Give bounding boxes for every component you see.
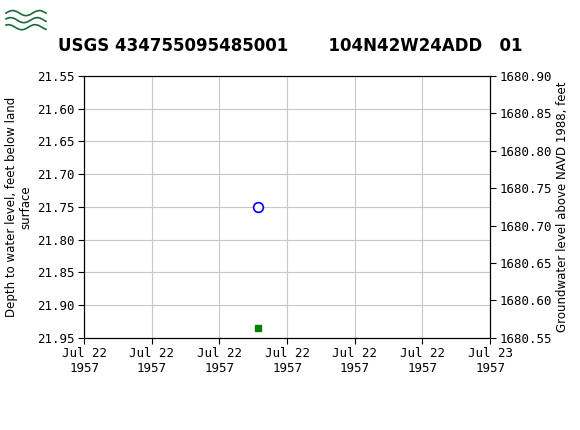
Text: USGS 434755095485001       104N42W24ADD   01: USGS 434755095485001 104N42W24ADD 01: [58, 37, 522, 55]
Text: USGS: USGS: [52, 8, 112, 27]
Y-axis label: Depth to water level, feet below land
surface: Depth to water level, feet below land su…: [5, 97, 32, 317]
Y-axis label: Groundwater level above NAVD 1988, feet: Groundwater level above NAVD 1988, feet: [556, 82, 570, 332]
Bar: [4, 3, 48, 32]
